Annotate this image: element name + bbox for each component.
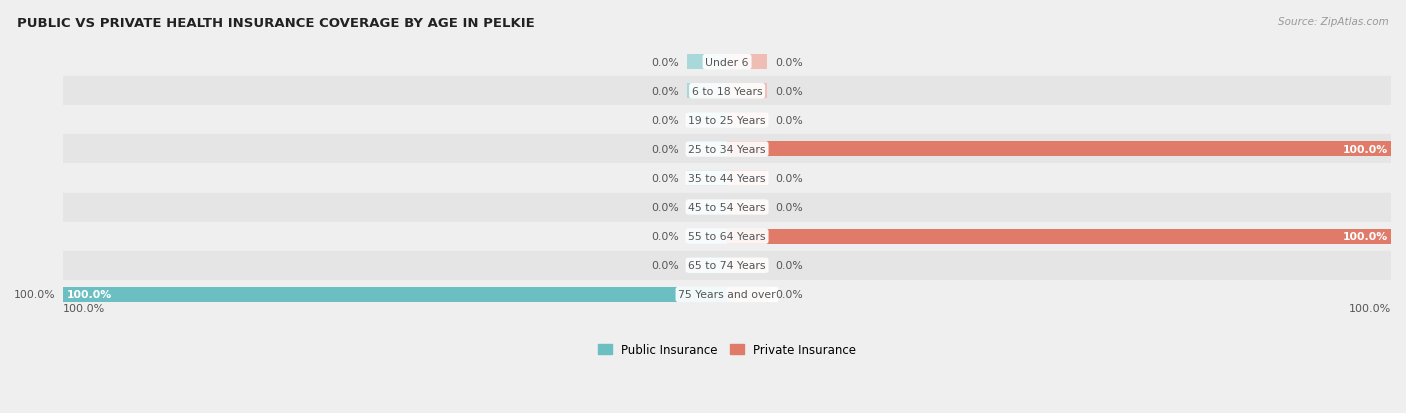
Text: 0.0%: 0.0%	[775, 116, 803, 126]
Bar	[63, 193, 1391, 222]
Bar	[688, 258, 727, 273]
Bar	[688, 55, 727, 70]
Text: 0.0%: 0.0%	[775, 290, 803, 300]
Text: Source: ZipAtlas.com: Source: ZipAtlas.com	[1278, 17, 1389, 26]
Bar	[727, 200, 766, 215]
Text: 19 to 25 Years: 19 to 25 Years	[689, 116, 766, 126]
Bar	[727, 229, 1391, 244]
Bar	[688, 229, 727, 244]
Text: 100.0%: 100.0%	[1343, 145, 1388, 154]
Text: 100.0%: 100.0%	[63, 304, 105, 313]
Bar	[63, 106, 1391, 135]
Text: 0.0%: 0.0%	[651, 261, 679, 271]
Legend: Public Insurance, Private Insurance: Public Insurance, Private Insurance	[593, 338, 860, 361]
Bar	[727, 113, 766, 128]
Text: 0.0%: 0.0%	[775, 57, 803, 67]
Text: 0.0%: 0.0%	[651, 57, 679, 67]
Bar	[63, 287, 727, 302]
Bar	[727, 84, 766, 99]
Text: 0.0%: 0.0%	[775, 203, 803, 213]
Text: 100.0%: 100.0%	[1348, 304, 1391, 313]
Text: 0.0%: 0.0%	[651, 87, 679, 97]
Bar	[63, 48, 1391, 77]
Text: 35 to 44 Years: 35 to 44 Years	[689, 173, 766, 184]
Text: 55 to 64 Years: 55 to 64 Years	[689, 232, 766, 242]
Bar	[688, 113, 727, 128]
Bar	[688, 142, 727, 157]
Bar	[688, 171, 727, 186]
Text: 6 to 18 Years: 6 to 18 Years	[692, 87, 762, 97]
Text: 45 to 54 Years: 45 to 54 Years	[689, 203, 766, 213]
Bar	[727, 142, 1391, 157]
Text: 0.0%: 0.0%	[651, 145, 679, 154]
Text: 0.0%: 0.0%	[651, 173, 679, 184]
Text: 0.0%: 0.0%	[775, 261, 803, 271]
Text: 0.0%: 0.0%	[651, 203, 679, 213]
Text: 0.0%: 0.0%	[651, 116, 679, 126]
Text: 100.0%: 100.0%	[1343, 232, 1388, 242]
Bar	[63, 251, 1391, 280]
Text: 75 Years and over: 75 Years and over	[678, 290, 776, 300]
Bar	[727, 287, 766, 302]
Bar	[688, 287, 727, 302]
Text: 0.0%: 0.0%	[775, 87, 803, 97]
Bar	[727, 258, 766, 273]
Bar	[727, 229, 766, 244]
Text: 100.0%: 100.0%	[66, 290, 111, 300]
Text: 65 to 74 Years: 65 to 74 Years	[689, 261, 766, 271]
Bar	[688, 200, 727, 215]
Bar	[727, 142, 766, 157]
Bar	[63, 135, 1391, 164]
Text: 25 to 34 Years: 25 to 34 Years	[689, 145, 766, 154]
Text: Under 6: Under 6	[706, 57, 749, 67]
Bar	[63, 164, 1391, 193]
Text: PUBLIC VS PRIVATE HEALTH INSURANCE COVERAGE BY AGE IN PELKIE: PUBLIC VS PRIVATE HEALTH INSURANCE COVER…	[17, 17, 534, 29]
Text: 0.0%: 0.0%	[651, 232, 679, 242]
Bar	[63, 77, 1391, 106]
Text: 100.0%: 100.0%	[14, 290, 55, 300]
Bar	[727, 171, 766, 186]
Bar	[727, 55, 766, 70]
Text: 0.0%: 0.0%	[775, 173, 803, 184]
Bar	[688, 84, 727, 99]
Bar	[63, 280, 1391, 309]
Bar	[63, 222, 1391, 251]
